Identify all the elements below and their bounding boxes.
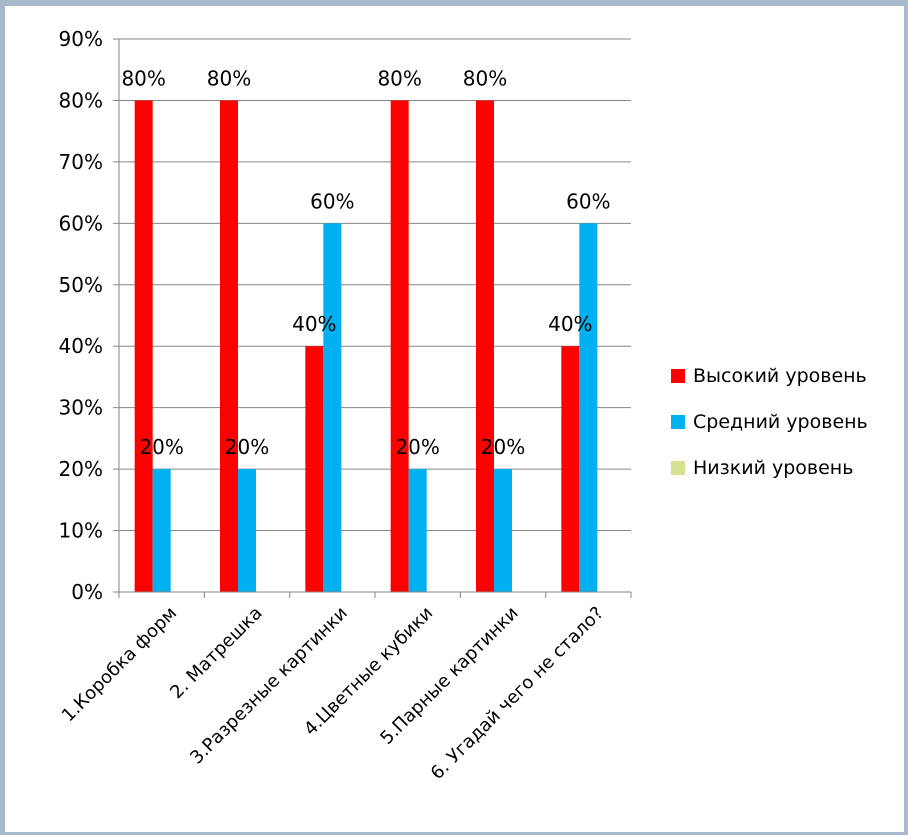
bar-2-5 [494,469,512,592]
bar-2-1 [152,469,171,592]
gridlines [119,38,631,532]
legend-swatch [671,461,685,475]
category-label: 6. Угадай чего не стало? [427,603,608,784]
data-label: 80% [121,66,165,90]
axes [113,38,632,598]
y-tick-label: 30% [59,396,103,420]
legend-label: Высокий уровень [693,365,867,387]
y-tick-label: 10% [59,519,103,543]
legend-label: Средний уровень [693,411,868,433]
legend-label: Низкий уровень [693,457,853,479]
y-tick-labels: 0% 10% 20% 30% 40% 50% 60% 70% 80% 90% [59,27,103,604]
bar-2-4 [408,469,427,592]
legend-swatch [671,415,685,429]
data-label: 40% [292,312,336,336]
bar-1-2 [220,100,238,592]
category-label: 3.Разрезные картинки [186,603,352,769]
data-label: 20% [225,435,269,459]
bar-1-4 [390,100,409,592]
data-label: 80% [207,66,251,90]
bar-chart: 0% 10% 20% 30% 40% 50% 60% 70% 80% 90% 1.Коробка … [58,27,868,784]
y-tick-label: 70% [59,150,103,174]
y-tick-label: 90% [59,27,103,51]
bar-2-3 [323,223,342,593]
bar-1-3 [305,346,324,592]
y-tick-label: 20% [59,457,103,481]
bar-1-1 [134,100,153,592]
bar-1-6 [561,346,580,592]
y-tick-label: 50% [59,273,103,297]
legend-swatch [671,369,685,383]
y-tick-label: 60% [59,211,103,235]
y-tick-label: 40% [59,334,103,358]
legend: Высокий уровень Средний уровень Низкий уро… [671,365,868,479]
data-label: 60% [310,189,354,213]
data-label: 40% [548,312,592,336]
data-label: 20% [139,435,183,459]
data-label: 20% [481,435,525,459]
category-label: 1.Коробка форм [58,603,181,726]
data-label: 80% [463,66,507,90]
category-label: 5.Парные картинки [376,603,522,749]
bar-1-5 [476,100,494,592]
data-label: 60% [566,189,610,213]
bar-2-6 [579,223,598,593]
data-labels: 80% 20% 80% 20% 40% 60% 80% 20% 80% 20% 40% 60% [121,66,610,459]
y-tick-label: 0% [71,580,103,604]
bar-2-2 [238,469,256,592]
bars [134,100,598,593]
data-label: 80% [377,66,421,90]
y-tick-label: 80% [59,88,103,112]
data-label: 20% [395,435,439,459]
